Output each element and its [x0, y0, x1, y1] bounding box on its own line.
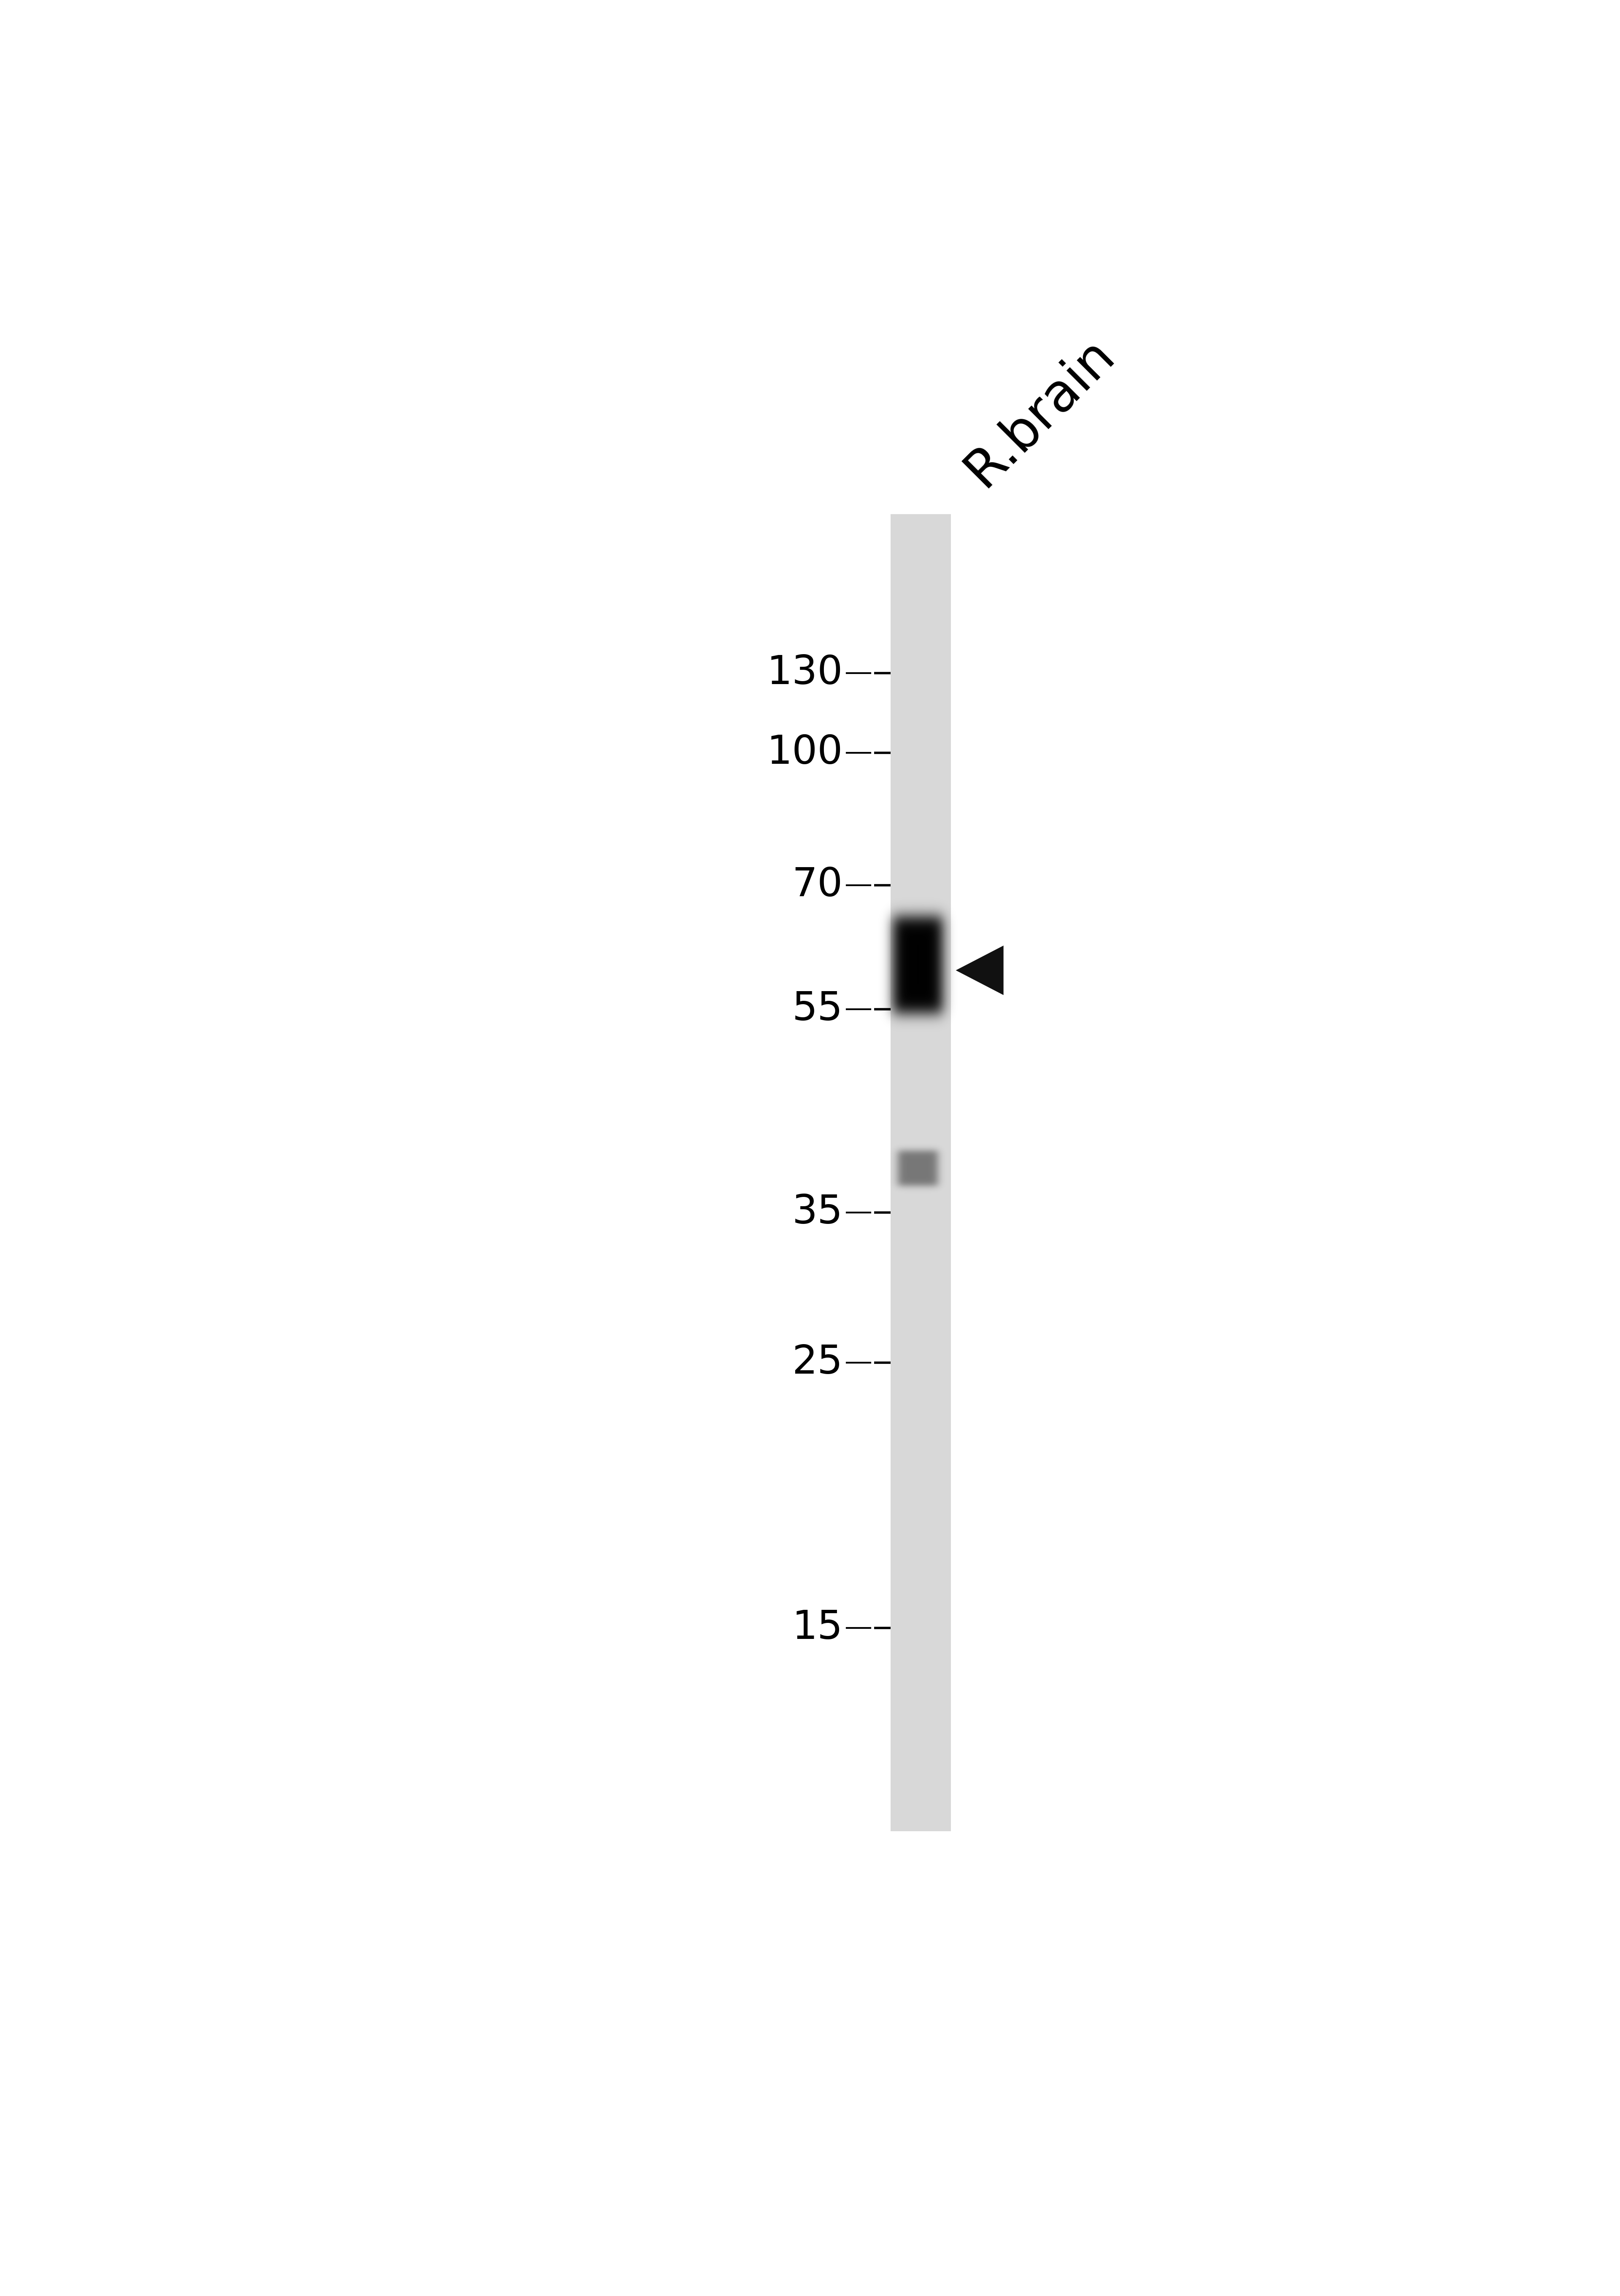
Bar: [891, 514, 951, 1832]
Text: 55: 55: [792, 990, 842, 1029]
Text: 25: 25: [792, 1343, 842, 1382]
Text: R.brain: R.brain: [956, 328, 1124, 496]
Text: 15: 15: [792, 1609, 842, 1646]
Text: 70: 70: [792, 866, 842, 905]
Polygon shape: [956, 946, 1003, 994]
Text: 35: 35: [792, 1194, 842, 1233]
Text: 130: 130: [766, 654, 842, 693]
Text: 100: 100: [766, 732, 842, 771]
